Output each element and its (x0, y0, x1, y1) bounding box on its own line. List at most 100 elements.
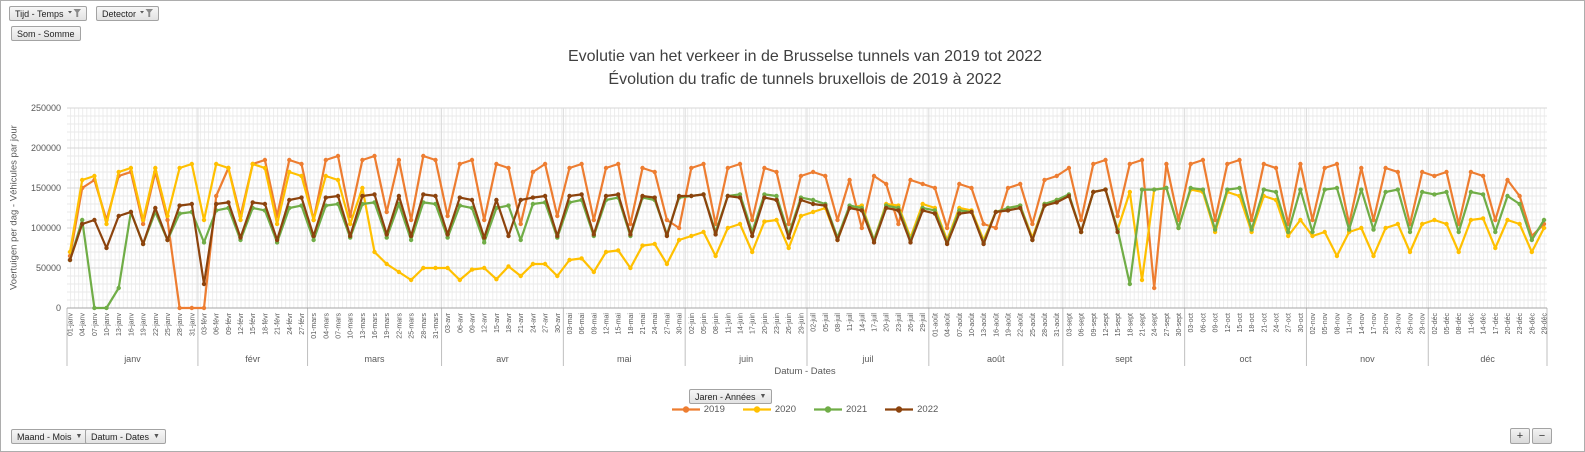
data-point (603, 193, 609, 199)
data-point (396, 193, 402, 199)
data-point (1480, 173, 1486, 179)
data-point (1018, 205, 1023, 211)
data-point (262, 201, 268, 207)
data-point (238, 235, 243, 240)
data-point (786, 245, 791, 251)
x-tick-label: 21-févr (275, 312, 282, 334)
data-point (932, 208, 938, 213)
data-point (1420, 221, 1425, 227)
data-point (737, 192, 743, 197)
data-point (993, 209, 998, 215)
data-point (1432, 217, 1437, 223)
legend-item-2022: 2022 (885, 404, 938, 415)
data-point (762, 165, 767, 171)
data-point (1005, 185, 1011, 191)
data-point (469, 267, 475, 272)
x-tick-label: 03-sept (1066, 313, 1073, 336)
data-point (859, 208, 864, 213)
data-point (1493, 245, 1498, 251)
expand-field-button[interactable]: + (1510, 428, 1530, 444)
data-point (957, 211, 962, 216)
x-tick-label: 09-mai (591, 313, 598, 335)
x-tick-label: 01-août (932, 313, 939, 337)
x-tick-label: 31-août (1054, 313, 1061, 337)
data-point (274, 237, 280, 243)
data-point (1103, 187, 1108, 192)
x-tick-label: 21-oct (1261, 313, 1268, 333)
data-point (786, 221, 791, 227)
data-point (616, 248, 621, 253)
data-point (1480, 192, 1486, 197)
data-point (591, 232, 596, 237)
data-point (311, 233, 316, 239)
data-point (396, 157, 402, 163)
data-point (128, 209, 134, 215)
chart-legend: 2019 2020 2021 2022 (61, 404, 1549, 415)
data-point (810, 197, 816, 203)
caret-down-icon: ▼ (153, 433, 160, 440)
data-point (104, 245, 109, 251)
field-button-tijd[interactable]: Tijd - Temps (9, 6, 87, 21)
data-point (847, 177, 852, 183)
data-point (1066, 193, 1072, 199)
data-point (859, 225, 864, 231)
data-point (823, 173, 828, 179)
field-button-maand[interactable]: Maand - Mois ▼ (11, 429, 89, 444)
data-point (871, 173, 877, 179)
data-point (323, 173, 328, 179)
data-point (640, 165, 645, 171)
x-tick-label: 02-juin (689, 313, 696, 334)
legend-item-2020: 2020 (742, 404, 796, 415)
data-point (445, 265, 450, 271)
data-point (530, 261, 536, 267)
data-point (287, 197, 292, 203)
data-point (372, 249, 377, 255)
x-tick-label: 17-juin (750, 313, 757, 334)
data-point (1164, 161, 1169, 167)
data-point (1371, 227, 1376, 232)
x-tick-label: 24-mai (652, 313, 659, 335)
data-point (482, 235, 487, 240)
y-tick-label: 0 (56, 303, 61, 313)
data-point (104, 305, 109, 311)
data-point (1273, 189, 1279, 195)
data-point (944, 225, 950, 231)
field-button-jaren[interactable]: Jaren - Années ▼ (689, 389, 773, 404)
data-point (128, 165, 134, 171)
data-point (92, 305, 97, 311)
data-point (287, 157, 292, 163)
field-button-detector[interactable]: Detector (96, 6, 160, 21)
x-tick-label: 28-août (1042, 313, 1049, 337)
data-point (1468, 169, 1474, 175)
x-tick-label: 31-mars (433, 313, 440, 339)
data-point (116, 213, 121, 219)
data-point (847, 205, 852, 211)
data-point (165, 213, 170, 219)
x-tick-label: 16-août (993, 313, 1000, 337)
collapse-field-button[interactable]: − (1532, 428, 1552, 444)
x-tick-label: 29-juin (798, 313, 805, 334)
data-point (786, 235, 791, 240)
data-point (542, 193, 548, 199)
data-point (981, 241, 986, 247)
data-point (177, 305, 182, 311)
data-point (250, 161, 255, 167)
x-tick-label: 24-avr (530, 312, 537, 333)
data-point (1091, 189, 1096, 195)
data-point (616, 161, 621, 167)
data-point (555, 273, 560, 279)
data-point (299, 195, 304, 200)
data-point (1237, 157, 1242, 163)
data-point (701, 229, 706, 235)
data-point (518, 221, 523, 227)
x-tick-label: 19-mars (384, 313, 391, 339)
x-tick-label: 05-déc (1444, 313, 1451, 335)
data-point (482, 217, 487, 223)
legend-item-2021: 2021 (814, 404, 867, 415)
data-point (1359, 187, 1364, 192)
field-button-datum[interactable]: Datum - Dates ▼ (85, 429, 166, 444)
field-button-som[interactable]: Som - Somme (11, 26, 81, 41)
data-point (1371, 217, 1376, 223)
data-point (555, 213, 560, 219)
data-point (323, 195, 328, 200)
